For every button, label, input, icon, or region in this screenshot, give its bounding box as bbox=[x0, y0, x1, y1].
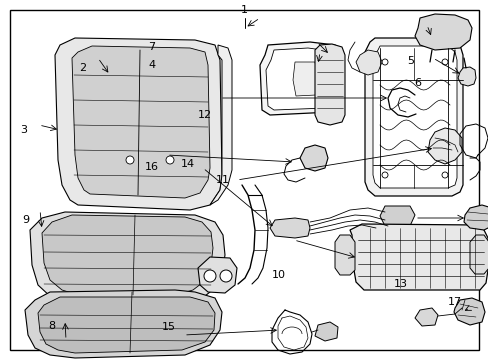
Polygon shape bbox=[469, 235, 488, 274]
Polygon shape bbox=[355, 50, 381, 75]
Polygon shape bbox=[463, 205, 488, 230]
Circle shape bbox=[220, 270, 231, 282]
Polygon shape bbox=[38, 297, 215, 353]
Circle shape bbox=[441, 59, 447, 65]
Polygon shape bbox=[334, 235, 354, 275]
Text: 2: 2 bbox=[80, 63, 86, 73]
Polygon shape bbox=[55, 38, 222, 210]
Text: 7: 7 bbox=[148, 42, 155, 52]
Polygon shape bbox=[349, 224, 487, 290]
Polygon shape bbox=[314, 322, 337, 341]
Polygon shape bbox=[269, 218, 309, 238]
Polygon shape bbox=[427, 128, 461, 164]
Text: 8: 8 bbox=[48, 321, 55, 331]
Polygon shape bbox=[292, 62, 317, 96]
Polygon shape bbox=[209, 45, 231, 205]
Text: 5: 5 bbox=[407, 56, 413, 66]
Polygon shape bbox=[414, 308, 437, 326]
Text: 6: 6 bbox=[414, 78, 421, 88]
Polygon shape bbox=[72, 46, 209, 198]
Text: 9: 9 bbox=[22, 215, 29, 225]
Polygon shape bbox=[30, 212, 224, 306]
Text: 11: 11 bbox=[215, 175, 229, 185]
Circle shape bbox=[126, 156, 134, 164]
Circle shape bbox=[441, 172, 447, 178]
Text: 14: 14 bbox=[181, 159, 195, 169]
Polygon shape bbox=[314, 44, 345, 125]
Text: 13: 13 bbox=[393, 279, 407, 289]
Circle shape bbox=[381, 59, 387, 65]
Polygon shape bbox=[198, 257, 237, 293]
Polygon shape bbox=[414, 14, 471, 50]
Circle shape bbox=[165, 156, 174, 164]
Text: 3: 3 bbox=[20, 125, 27, 135]
Polygon shape bbox=[299, 145, 327, 171]
Text: 12: 12 bbox=[198, 110, 212, 120]
Polygon shape bbox=[265, 48, 333, 110]
Text: 15: 15 bbox=[162, 322, 175, 332]
Polygon shape bbox=[25, 290, 222, 358]
Text: 1: 1 bbox=[241, 5, 247, 15]
Polygon shape bbox=[453, 298, 484, 325]
Text: 10: 10 bbox=[271, 270, 285, 280]
Polygon shape bbox=[379, 206, 414, 226]
Text: 17: 17 bbox=[447, 297, 461, 307]
Polygon shape bbox=[42, 215, 213, 296]
Text: 4: 4 bbox=[148, 60, 155, 70]
Polygon shape bbox=[260, 42, 339, 115]
Polygon shape bbox=[372, 46, 456, 188]
Polygon shape bbox=[457, 67, 475, 86]
Text: 16: 16 bbox=[144, 162, 158, 172]
Circle shape bbox=[381, 172, 387, 178]
Polygon shape bbox=[364, 38, 462, 196]
Circle shape bbox=[203, 270, 216, 282]
